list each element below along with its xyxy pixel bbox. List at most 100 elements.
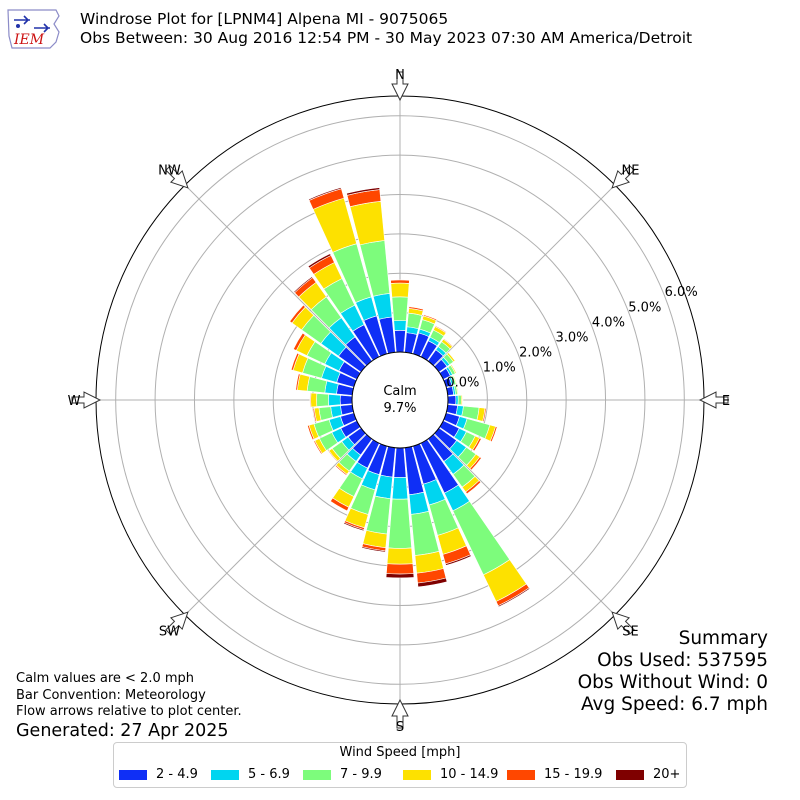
bar-segment	[346, 187, 381, 196]
legend-label: 2 - 4.9	[156, 767, 198, 782]
legend-swatch	[211, 769, 239, 780]
bar-segment	[386, 563, 414, 575]
calm-label: Calm	[383, 384, 416, 399]
legend-swatch	[303, 769, 331, 780]
bar-segment	[391, 476, 409, 500]
bar-segment	[290, 352, 300, 371]
bar-segment	[310, 392, 318, 408]
bar-segment	[308, 187, 342, 201]
flow-arrow-icon	[698, 391, 729, 409]
bar-segment	[307, 253, 332, 269]
iem-logo-icon: IEM	[4, 6, 64, 52]
bar-segment	[447, 395, 457, 405]
generated-date: Generated: 27 Apr 2025	[16, 720, 229, 741]
bar-segment	[452, 375, 458, 385]
radial-tick-label: 1.0%	[483, 361, 516, 376]
bar-segment	[434, 325, 448, 334]
grid-spoke	[433, 433, 616, 616]
radial-tick-label: 2.0%	[519, 345, 552, 360]
bar-segment	[312, 407, 317, 423]
legend-label: 10 - 14.9	[440, 767, 499, 782]
summary-title: Summary	[678, 628, 768, 649]
flow-arrow-icon	[391, 71, 409, 102]
bar-segment	[289, 304, 306, 324]
bar-convention-note: Bar Convention: Meteorology	[16, 687, 206, 703]
bar-segment	[313, 440, 323, 455]
flow-note: Flow arrows relative to plot center.	[16, 704, 242, 719]
bar-segment	[451, 363, 458, 374]
chart-title: Windrose Plot for [LPNM4] Alpena MI - 90…	[80, 10, 692, 48]
axis-labels: 0.0% 1.0%2.0% 3.0%4.0%5.0% 6.0% N NE E SE S SW W NW	[68, 68, 731, 735]
direction-label: NW	[158, 163, 181, 178]
bar-segment	[472, 437, 482, 452]
bar-segment	[497, 587, 531, 608]
legend-item: 10 - 14.9	[403, 767, 498, 782]
legend-item: 2 - 4.9	[119, 767, 198, 782]
logo-text: IEM	[13, 32, 45, 48]
direction-label: SW	[159, 625, 180, 640]
bar-segment	[339, 394, 353, 406]
title-line-1: Windrose Plot for [LPNM4] Alpena MI - 90…	[80, 10, 449, 28]
sector-bars	[289, 187, 531, 608]
direction-label: W	[68, 394, 81, 409]
summary-avg-speed: Avg Speed: 6.7 mph	[580, 694, 768, 715]
radial-tick-label: 5.0%	[628, 300, 661, 315]
summary-obs-without-wind: Obs Without Wind: 0	[577, 672, 768, 693]
legend-swatch	[507, 769, 535, 780]
flow-arrow-icon	[71, 391, 102, 409]
legend-swatch	[403, 769, 431, 780]
bar-segment	[307, 424, 315, 441]
bar-segment	[462, 394, 464, 406]
bar-segment	[385, 573, 415, 579]
calm-note: Calm values are < 2.0 mph	[16, 671, 195, 686]
bar-segment	[334, 464, 348, 476]
bar-segment	[328, 394, 341, 406]
direction-label: E	[722, 394, 730, 409]
bar-segment	[327, 450, 339, 463]
bar-segment	[447, 351, 456, 362]
legend-swatch	[616, 769, 644, 780]
legend-item: 7 - 9.9	[303, 767, 382, 782]
legend: Wind Speed [mph] 2 - 4.9 5 - 6.9 7 - 9.9 10…	[113, 742, 687, 788]
radial-tick-label: 0.0%	[446, 376, 479, 391]
bar-segment	[388, 498, 412, 549]
bar-segment	[469, 456, 482, 471]
bar-segment	[393, 447, 407, 478]
bar-segment	[394, 330, 406, 353]
legend-label: 20+	[653, 767, 681, 782]
flow-arrow-icon	[611, 611, 635, 635]
radial-tick-label: 6.0%	[665, 285, 698, 300]
flow-arrow-icon	[611, 165, 635, 189]
bar-segment	[465, 480, 482, 495]
bar-segment	[361, 546, 386, 553]
bar-segment	[417, 577, 448, 588]
grid-spoke	[184, 433, 367, 616]
bar-segment	[445, 554, 472, 566]
direction-label: NE	[622, 163, 640, 178]
flow-arrow-icon	[391, 698, 409, 729]
bar-segment	[482, 407, 487, 423]
radial-tick-label: 3.0%	[556, 330, 589, 345]
bar-segment	[390, 282, 410, 298]
bar-segment	[330, 497, 350, 512]
calm-center: Calm 9.7%	[351, 351, 449, 449]
direction-label: N	[395, 68, 405, 83]
direction-label: S	[396, 720, 404, 735]
bar-segment	[489, 426, 498, 443]
bar-segment	[343, 522, 365, 532]
bar-segment	[391, 296, 409, 322]
footer-notes: Calm values are < 2.0 mph Bar Convention…	[16, 671, 242, 742]
flow-arrow-icon	[165, 165, 189, 189]
direction-label: SE	[622, 625, 638, 640]
bar-segment	[408, 306, 424, 312]
bar-segment	[457, 394, 462, 406]
bar-segment	[386, 547, 414, 565]
radial-tick-label: 4.0%	[592, 315, 625, 330]
summary-panel: Summary Obs Used: 537595 Obs Without Win…	[578, 628, 768, 716]
bar-segment	[293, 332, 306, 351]
grid-spoke	[184, 184, 367, 367]
legend-label: 5 - 6.9	[248, 767, 290, 782]
legend-item: 20+	[616, 767, 680, 782]
legend-title: Wind Speed [mph]	[339, 745, 461, 760]
